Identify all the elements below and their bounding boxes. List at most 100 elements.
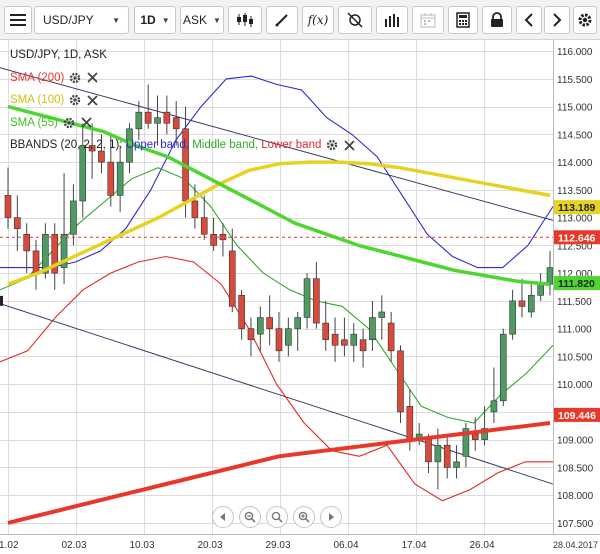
legend-sma100-label[interactable]: SMA (100)	[10, 94, 65, 106]
calendar-icon	[420, 13, 436, 28]
volume-button[interactable]	[376, 6, 408, 34]
candle-body	[144, 111, 152, 124]
current-price-badge	[554, 230, 600, 245]
price-tick-label: 107.500	[557, 519, 594, 530]
sma200-line	[7, 421, 551, 525]
chart-type-button[interactable]	[228, 6, 262, 34]
toolbar: USD/JPY ▼ 1D ▼ ASK ▼ f(x)	[0, 0, 600, 40]
price-scale[interactable]: 116.000 115.500 115.000 114.500 114.000 113.5…	[553, 40, 600, 534]
candle-body	[331, 333, 339, 346]
gear-icon[interactable]	[69, 72, 81, 84]
channel-lower-line[interactable]	[0, 303, 554, 485]
symbol-selector[interactable]: USD/JPY ▼	[34, 6, 129, 34]
candle-body	[42, 233, 49, 274]
price-tick-label: 116.000	[557, 47, 593, 58]
price-tick-label: 115.000	[557, 103, 593, 114]
calculator-button[interactable]	[448, 6, 478, 34]
candle-body	[350, 333, 358, 346]
trend-channel[interactable]	[0, 67, 554, 485]
close-icon[interactable]	[344, 140, 356, 151]
candle-body	[172, 117, 180, 130]
candle-body	[285, 328, 292, 346]
gear-icon[interactable]	[326, 139, 338, 151]
candle-body	[266, 317, 273, 329]
sma55-value-badge	[554, 276, 600, 291]
draw-line-icon	[275, 14, 288, 27]
moving-averages	[0, 104, 553, 525]
legend-bbands-prefix[interactable]: BBANDS (20, 2, 2, 1):	[10, 139, 123, 151]
time-tick-label: 02.03	[61, 540, 86, 551]
menu-icon	[10, 14, 26, 26]
close-icon[interactable]	[87, 95, 98, 106]
crosshair-button[interactable]	[338, 6, 372, 34]
legend-sma200-label[interactable]: SMA (200)	[10, 71, 65, 84]
legend-bbands-middle: Middle band,	[192, 139, 259, 151]
candle-body	[397, 350, 404, 413]
price-tick-label: 113.500	[557, 186, 593, 197]
calculator-icon	[456, 12, 470, 28]
close-icon[interactable]	[87, 72, 98, 83]
legend-sma200-row: SMA (200)	[10, 67, 355, 90]
draw-tool-button[interactable]	[266, 6, 298, 34]
chevron-left-icon	[524, 13, 533, 27]
scroll-right-button[interactable]	[320, 506, 342, 528]
close-icon[interactable]	[81, 117, 92, 128]
crosshair-icon	[347, 12, 363, 28]
candle-body	[163, 111, 171, 124]
timeframe-selector[interactable]: 1D ▼	[134, 6, 176, 34]
channel-handle	[0, 295, 3, 306]
legend-bbands-row: BBANDS (20, 2, 2, 1): Upper band, Middle…	[10, 134, 356, 157]
time-tick-label: 06.04	[333, 540, 358, 551]
candle-body	[200, 217, 208, 235]
scroll-right-icon	[329, 513, 334, 521]
price-side-selector[interactable]: ASK ▼	[180, 6, 224, 34]
zoom-out-button[interactable]	[239, 506, 261, 528]
chevron-down-icon: ▼	[213, 15, 221, 25]
candle-body	[313, 278, 320, 324]
legend-bbands-lower: Lower band	[261, 139, 322, 151]
legend-instrument-row: USD/JPY, 1D, ASK	[10, 44, 355, 67]
candle-body	[425, 439, 432, 463]
chevron-down-icon: ▼	[161, 15, 170, 25]
chevron-right-icon	[553, 13, 562, 27]
candle-body	[116, 161, 124, 196]
price-tick-label: 108.000	[557, 491, 594, 502]
zoom-reset-button[interactable]	[266, 506, 288, 528]
price-tick-label: 115.500	[557, 75, 593, 86]
chevron-down-icon: ▼	[112, 15, 120, 25]
candle-body	[481, 428, 488, 440]
candle-body	[247, 328, 255, 341]
candlestick-type-icon	[237, 13, 253, 27]
scroll-left-icon	[220, 513, 225, 521]
candle-body	[359, 339, 367, 352]
calendar-button[interactable]	[412, 6, 444, 34]
scroll-left-button[interactable]	[212, 506, 234, 528]
candle-body	[537, 283, 544, 296]
candle-body	[98, 150, 105, 163]
candle-body	[434, 444, 442, 463]
sma100-line	[7, 160, 551, 286]
time-scale[interactable]: 21.02 02.03 10.03 20.03 29.03 06.04 17.04 26.04…	[0, 534, 600, 552]
legend-sma55-label[interactable]: SMA (55)	[10, 116, 58, 129]
candle-body	[135, 111, 143, 130]
candle-body	[79, 145, 87, 202]
bb-middle-band	[0, 167, 554, 424]
scroll-forward-button[interactable]	[544, 6, 570, 34]
candle-body	[387, 322, 395, 352]
lock-button[interactable]	[482, 6, 512, 34]
channel-upper-line[interactable]	[0, 67, 554, 221]
menu-button[interactable]	[4, 6, 32, 34]
candle-body	[210, 233, 217, 246]
indicator-button[interactable]: f(x)	[302, 6, 334, 34]
gear-icon[interactable]	[69, 94, 81, 106]
price-tick-label: 110.500	[557, 352, 593, 363]
bb-lower-band	[0, 255, 553, 502]
scroll-back-button[interactable]	[516, 6, 542, 34]
candle-body	[471, 433, 479, 440]
time-tick-label: 29.03	[265, 540, 290, 551]
settings-button[interactable]	[573, 6, 597, 34]
gear-icon[interactable]	[63, 117, 75, 129]
sma100-value-label: 113.189	[558, 202, 596, 214]
candle-body	[303, 278, 311, 318]
zoom-in-button[interactable]	[293, 506, 315, 528]
